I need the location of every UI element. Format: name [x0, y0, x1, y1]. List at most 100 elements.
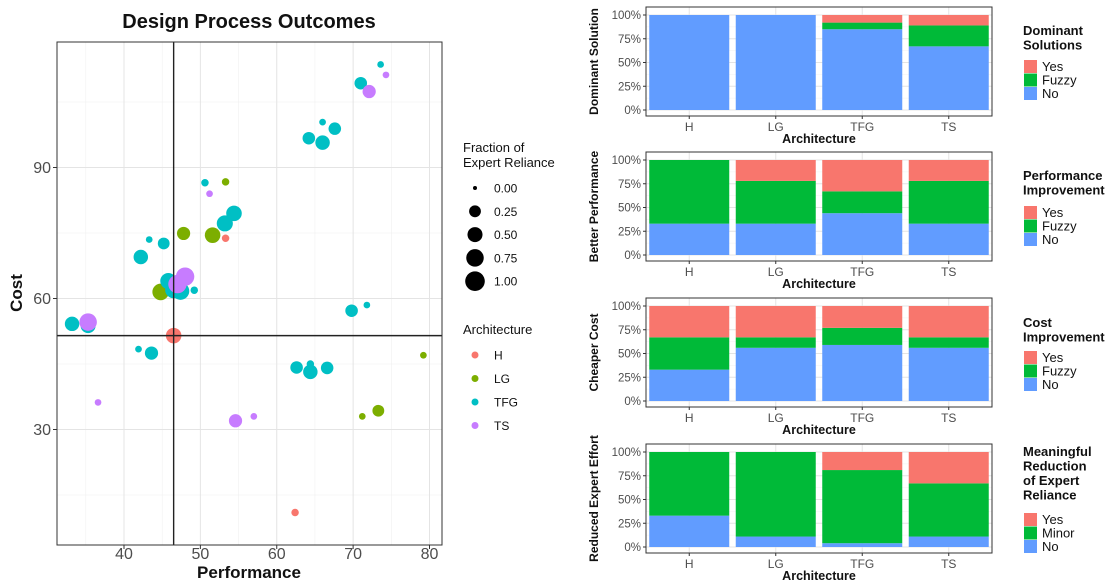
bar-segment-minor [908, 483, 989, 537]
scatter-point-lg [221, 178, 230, 186]
bar-legend-key-yes [1024, 60, 1037, 73]
bar-x-label: Architecture [782, 132, 856, 146]
size-legend-key [467, 227, 483, 243]
bar-y-tick-label: 100% [612, 155, 641, 167]
scatter-point-ts [168, 274, 187, 294]
scatter-point-h [221, 234, 230, 242]
scatter-border [56, 41, 443, 546]
scatter-point-tfg [363, 301, 371, 309]
scatter-point-tfg [328, 122, 342, 135]
scatter-point-tfg [290, 361, 303, 374]
bar-x-tick-label: H [685, 557, 694, 571]
x-tick-label: 50 [191, 546, 209, 563]
bar-segment-yes [735, 306, 816, 338]
bar-segment-no [822, 29, 903, 110]
bar-legend-title: Dominant [1023, 23, 1084, 38]
bar-segment-fuzzy [822, 327, 903, 345]
scatter-point-tfg [303, 364, 318, 380]
y-tick-label: 60 [33, 291, 51, 308]
bar-legend-key-no [1024, 233, 1037, 246]
bar-x-tick-label: LG [768, 120, 784, 134]
bar-segment-fuzzy [649, 160, 730, 224]
bar-legend-title: of Expert [1023, 473, 1080, 488]
bar-segment-minor [822, 470, 903, 544]
scatter-point-tfg [377, 61, 384, 68]
bar-legend-key-yes [1024, 513, 1037, 526]
bar-segment-minor [735, 452, 816, 537]
bar-legend-title: Performance [1023, 168, 1102, 183]
bar-x-tick-label: TFG [850, 265, 874, 279]
bar-segment-yes [908, 306, 989, 338]
scatter-point-lg [204, 227, 221, 243]
bar-x-tick-label: TS [941, 120, 956, 134]
bar-y-tick-label: 75% [618, 34, 641, 46]
scatter-panel [57, 42, 442, 545]
bar-legend-key-yes [1024, 206, 1037, 219]
bar-legend-key-no [1024, 540, 1037, 553]
bar-segment-fuzzy [822, 191, 903, 214]
bar-y-tick-label: 75% [618, 179, 641, 191]
scatter-point-tfg [345, 304, 358, 317]
bar-segment-yes [822, 452, 903, 471]
scatter-point-ts [206, 190, 213, 198]
bar-x-tick-label: LG [768, 411, 784, 425]
x-tick-label: 80 [421, 546, 439, 563]
bar-segment-fuzzy [649, 337, 730, 370]
color-legend-label: TS [494, 419, 509, 433]
bar-panel-border [645, 151, 993, 262]
size-legend-title: Fraction of [463, 140, 525, 155]
bar-y-tick-label: 100% [612, 447, 641, 459]
bar-legend-label: Yes [1042, 512, 1064, 527]
scatter-point-tfg [354, 76, 368, 90]
bar-x-tick-label: TFG [850, 120, 874, 134]
bar-y-tick-label: 100% [612, 10, 641, 22]
bar-legend-key-yes [1024, 351, 1037, 364]
color-legend-label: TFG [494, 396, 518, 410]
color-legend-key-h [471, 351, 479, 359]
scatter-y-label: Cost [7, 274, 26, 312]
size-legend-label: 0.00 [494, 182, 518, 196]
scatter-point-h [291, 508, 299, 517]
bar-y-tick-label: 50% [618, 349, 641, 361]
bar-y-tick-label: 0% [624, 250, 641, 262]
size-legend-label: 0.50 [494, 228, 518, 242]
bar-segment-yes [908, 452, 989, 484]
bar-segment-no [908, 536, 989, 547]
bar-segment-fuzzy [908, 337, 989, 348]
scatter-point-tfg [201, 179, 209, 187]
bar-legend-title: Reduction [1023, 459, 1087, 474]
scatter-point-ts [382, 71, 390, 79]
scatter-point-ts [228, 414, 243, 428]
scatter-point-ts [250, 413, 258, 420]
scatter-point-tfg [157, 237, 170, 250]
bar-y-tick-label: 50% [618, 58, 641, 70]
bar-legend-key-minor [1024, 526, 1037, 540]
scatter-point-tfg [144, 346, 159, 360]
scatter-point-lg [176, 226, 191, 241]
bar-x-tick-label: TFG [850, 411, 874, 425]
scatter-point-tfg [145, 236, 153, 243]
bar-segment-yes [822, 160, 903, 192]
bar-y-label: Better Performance [587, 150, 601, 262]
bar-legend-title: Reliance [1023, 488, 1076, 503]
scatter-point-tfg [319, 118, 326, 126]
bar-legend-label: Yes [1042, 350, 1064, 365]
bar-segment-yes [822, 306, 903, 328]
scatter-point-lg [420, 351, 427, 359]
size-legend-key [469, 205, 481, 218]
bar-y-tick-label: 50% [618, 495, 641, 507]
bar-legend-label: Fuzzy [1042, 73, 1077, 88]
size-legend-label: 1.00 [494, 275, 518, 289]
size-legend-label: 0.75 [494, 251, 518, 265]
bar-y-label: Cheaper Cost [587, 313, 601, 391]
bar-y-tick-label: 25% [618, 518, 641, 530]
color-legend-label: H [494, 349, 503, 363]
bar-segment-no [649, 223, 730, 255]
bar-segment-fuzzy [908, 180, 989, 224]
bar-x-tick-label: TS [941, 557, 956, 571]
scatter-point-lg [372, 404, 385, 417]
bar-x-tick-label: H [685, 411, 694, 425]
size-legend-key [465, 271, 485, 292]
bar-legend-title: Cost [1023, 315, 1053, 330]
bar-x-tick-label: H [685, 265, 694, 279]
